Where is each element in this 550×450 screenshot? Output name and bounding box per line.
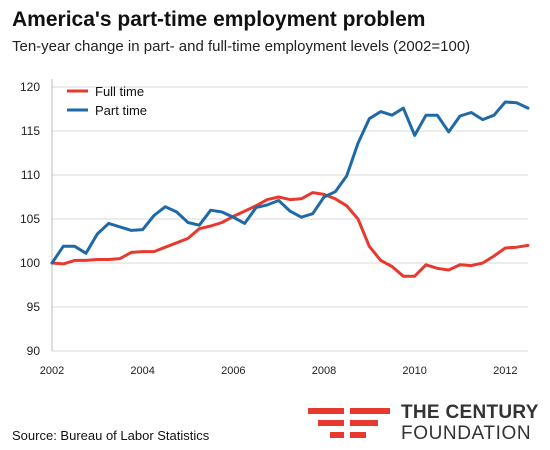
x-tick-label: 2002 [40, 365, 64, 377]
line-chart: 90 95 100 105 110 115 120 2002 2004 2006 2008 2010… [20, 79, 530, 377]
y-tick-label: 90 [27, 344, 41, 358]
logo-text-line2: FOUNDATION [401, 423, 532, 444]
y-tick-label: 115 [21, 124, 40, 138]
y-tick-label: 105 [20, 212, 40, 226]
chart-title: America's part-time employment problem [12, 8, 426, 31]
logo-bars-icon [308, 408, 390, 438]
series-lines [50, 100, 530, 278]
y-tick-label: 95 [27, 300, 41, 314]
x-tick-label: 2004 [130, 365, 154, 377]
y-tick-label: 110 [21, 168, 40, 182]
x-tick-label: 2012 [493, 365, 517, 377]
series-line-full-time [50, 191, 530, 278]
source-note: Source: Bureau of Labor Statistics [12, 428, 210, 443]
logo-text-line1: THE CENTURY [401, 402, 539, 423]
century-foundation-logo: THE CENTURY FOUNDATION [308, 402, 538, 444]
grid-lines [52, 86, 528, 352]
x-axis: 2002 2004 2006 2008 2010 2012 [40, 365, 518, 377]
y-tick-label: 100 [20, 256, 40, 270]
legend: Full time Part time [67, 84, 147, 118]
series-line-part-time [50, 100, 530, 265]
y-axis: 90 95 100 105 110 115 120 [20, 79, 53, 358]
chart-subtitle: Ten-year change in part- and full-time e… [12, 38, 471, 55]
legend-label-part-time: Part time [95, 103, 147, 118]
y-tick-label: 120 [20, 80, 40, 94]
x-tick-label: 2006 [221, 365, 245, 377]
legend-label-full-time: Full time [95, 84, 144, 99]
x-tick-label: 2010 [402, 365, 426, 377]
x-tick-label: 2008 [312, 365, 336, 377]
